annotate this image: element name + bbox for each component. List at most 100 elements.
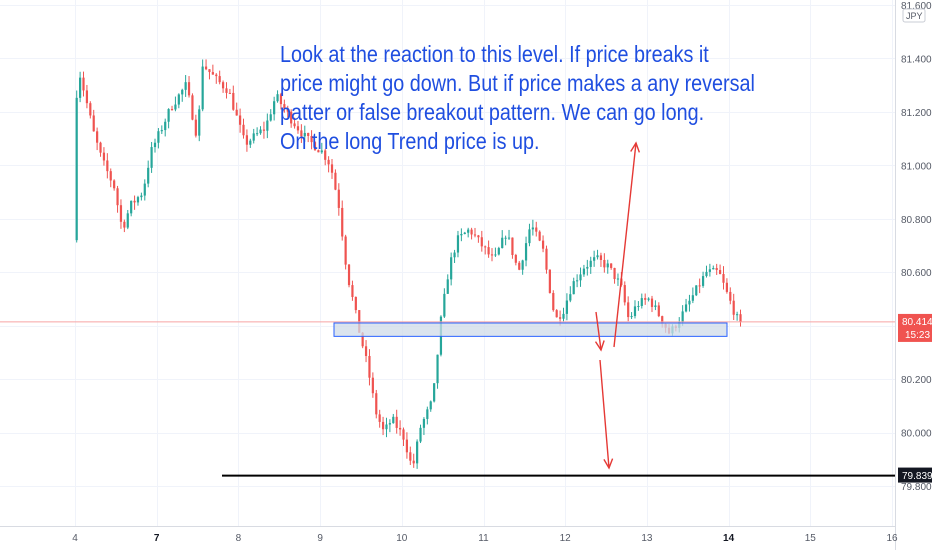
time-tick-label: 4 — [72, 533, 78, 544]
candle — [334, 169, 337, 191]
arrow-down-short[interactable] — [594, 311, 605, 352]
candle-body — [79, 77, 82, 98]
candle-body — [75, 97, 78, 241]
candle-body — [613, 267, 616, 280]
candle — [385, 417, 388, 438]
candle-body — [541, 240, 545, 249]
candle — [596, 249, 599, 260]
candle — [303, 125, 306, 142]
candle-body — [729, 291, 732, 301]
candle-body — [300, 130, 303, 137]
candle — [153, 138, 157, 153]
candle — [630, 312, 633, 320]
candle-body — [480, 237, 483, 247]
candle — [330, 158, 334, 179]
candle-body — [102, 152, 106, 161]
candle-body — [191, 95, 194, 120]
price-tick-label: 81.200 — [901, 108, 932, 119]
candle — [426, 406, 429, 425]
annotation-line: patter or false breakout pattern. We can… — [280, 99, 705, 125]
candle-body — [174, 104, 177, 110]
candle — [541, 235, 545, 253]
candle — [497, 246, 500, 256]
current-price-value: 80.414 — [902, 317, 932, 328]
candle — [354, 296, 357, 314]
candle — [388, 419, 391, 433]
candle — [405, 432, 409, 459]
candle — [487, 240, 490, 258]
time-axis[interactable]: 4789101112131415161718 — [0, 526, 932, 550]
candle-body — [569, 294, 572, 301]
candle — [511, 237, 514, 259]
candle — [215, 73, 218, 84]
currency-badge[interactable]: JPY — [902, 8, 926, 23]
candle — [681, 305, 684, 326]
grid — [0, 0, 895, 526]
candle — [548, 269, 551, 294]
candle-body — [133, 200, 136, 203]
candle-body — [419, 427, 422, 442]
candle-body — [385, 424, 388, 430]
candle — [187, 76, 191, 98]
candle — [572, 277, 575, 295]
candle — [381, 416, 385, 436]
current-price-badge-bg — [898, 313, 932, 342]
candle — [109, 168, 112, 188]
candle-body — [290, 111, 293, 124]
price-tick-label: 81.400 — [901, 54, 932, 65]
time-tick-label: 14 — [723, 533, 735, 544]
candle-body — [477, 235, 480, 238]
candle-body — [177, 94, 180, 105]
candle — [412, 453, 415, 468]
candle-body — [623, 285, 626, 303]
candle-body — [371, 377, 374, 394]
candle — [198, 105, 201, 142]
candle-body — [593, 257, 596, 261]
candle-body — [116, 188, 119, 206]
support-price-badge[interactable]: 79.839 — [898, 467, 932, 483]
candle — [484, 245, 487, 255]
candle — [535, 221, 538, 237]
candle — [718, 264, 722, 275]
candle — [691, 287, 694, 304]
arrow-down-long[interactable] — [599, 359, 614, 470]
candle-body — [558, 317, 562, 319]
candle — [286, 105, 289, 118]
candle — [582, 264, 586, 277]
candle — [644, 293, 647, 305]
candle — [296, 120, 300, 134]
candle — [460, 228, 463, 242]
candle-body — [194, 119, 197, 136]
candle-body — [181, 89, 184, 95]
candle — [392, 413, 395, 424]
candle-body — [170, 109, 174, 111]
candle-body — [218, 76, 221, 83]
candle — [119, 199, 123, 229]
candle-body — [150, 147, 153, 168]
current-price-badge[interactable]: 80.414 15:23 — [898, 313, 932, 342]
candle-body — [473, 234, 477, 236]
candle — [453, 249, 456, 264]
candle — [647, 297, 650, 302]
candle — [136, 195, 140, 206]
candle — [181, 88, 184, 102]
arrow-shaft — [595, 311, 602, 351]
annotation-text[interactable]: Look at the reaction to this level. If p… — [280, 40, 762, 156]
candle-body — [661, 316, 664, 324]
candle-body — [361, 332, 364, 347]
candle-body — [484, 246, 487, 248]
candle — [433, 383, 436, 403]
candle-body — [136, 197, 140, 203]
candle-body — [334, 172, 337, 190]
arrow-up-long[interactable] — [613, 141, 641, 348]
candle-body — [269, 114, 272, 121]
candle-body — [341, 207, 344, 237]
candle-body — [732, 300, 735, 315]
price-axis[interactable]: 81.600 81.400 81.200 81.000 80.800 80.600 80.4… — [895, 0, 932, 550]
candle — [106, 153, 109, 179]
candle — [545, 245, 548, 274]
candle-body — [450, 257, 453, 280]
support-zone-box[interactable] — [333, 322, 728, 337]
